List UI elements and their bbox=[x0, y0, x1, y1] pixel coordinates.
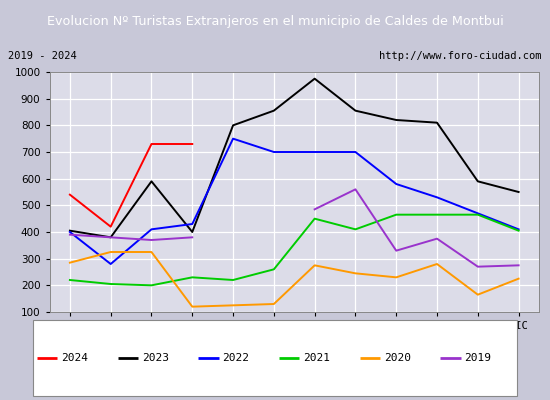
Text: 2021: 2021 bbox=[303, 353, 330, 363]
Text: 2024: 2024 bbox=[61, 353, 88, 363]
Text: 2022: 2022 bbox=[223, 353, 250, 363]
Text: http://www.foro-ciudad.com: http://www.foro-ciudad.com bbox=[379, 51, 542, 61]
Text: 2020: 2020 bbox=[384, 353, 411, 363]
FancyBboxPatch shape bbox=[33, 320, 517, 396]
Text: 2019: 2019 bbox=[465, 353, 492, 363]
Text: 2023: 2023 bbox=[142, 353, 169, 363]
Text: Evolucion Nº Turistas Extranjeros en el municipio de Caldes de Montbui: Evolucion Nº Turistas Extranjeros en el … bbox=[47, 14, 503, 28]
Text: 2019 - 2024: 2019 - 2024 bbox=[8, 51, 77, 61]
